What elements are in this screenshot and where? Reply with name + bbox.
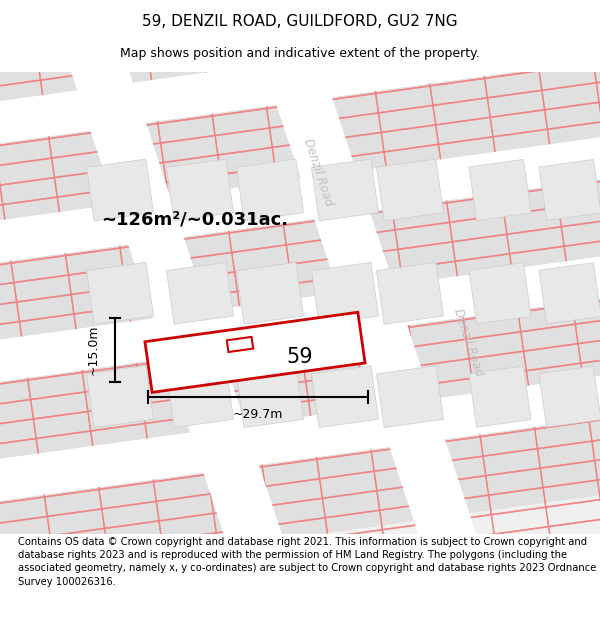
Polygon shape (0, 0, 600, 269)
Polygon shape (182, 0, 517, 625)
Polygon shape (0, 0, 81, 625)
Polygon shape (0, 251, 600, 621)
Polygon shape (0, 99, 600, 429)
Polygon shape (86, 159, 154, 221)
Polygon shape (0, 1, 600, 331)
Polygon shape (0, 216, 600, 546)
Polygon shape (73, 0, 407, 625)
Polygon shape (0, 0, 600, 253)
Polygon shape (166, 366, 233, 428)
Polygon shape (0, 332, 600, 625)
Polygon shape (0, 274, 600, 604)
Polygon shape (0, 235, 600, 565)
Text: ~126m²/~0.031ac.: ~126m²/~0.031ac. (101, 211, 289, 229)
Polygon shape (0, 138, 600, 468)
Polygon shape (0, 0, 585, 625)
Polygon shape (0, 0, 600, 311)
Polygon shape (166, 159, 233, 221)
Polygon shape (539, 159, 600, 221)
Polygon shape (127, 0, 462, 625)
Text: ~15.0m: ~15.0m (86, 324, 100, 375)
Polygon shape (0, 251, 600, 621)
Polygon shape (469, 366, 531, 427)
Polygon shape (0, 177, 600, 506)
Polygon shape (236, 262, 304, 324)
Polygon shape (86, 366, 154, 428)
Polygon shape (0, 17, 600, 387)
Polygon shape (0, 0, 244, 625)
Polygon shape (0, 411, 600, 625)
Polygon shape (0, 0, 600, 229)
Polygon shape (236, 0, 571, 625)
Polygon shape (0, 0, 600, 346)
Polygon shape (0, 313, 600, 625)
Polygon shape (0, 352, 600, 625)
Polygon shape (236, 366, 304, 428)
Polygon shape (145, 312, 365, 392)
Polygon shape (0, 0, 600, 214)
Polygon shape (0, 0, 299, 625)
Polygon shape (236, 159, 304, 221)
Polygon shape (0, 134, 600, 504)
Polygon shape (0, 255, 600, 584)
Polygon shape (0, 196, 600, 526)
Polygon shape (376, 262, 443, 324)
Polygon shape (0, 0, 600, 234)
Polygon shape (469, 262, 531, 324)
Polygon shape (0, 21, 600, 351)
Polygon shape (0, 0, 585, 625)
Polygon shape (0, 118, 600, 448)
Polygon shape (376, 159, 443, 221)
Text: Contains OS data © Crown copyright and database right 2021. This information is : Contains OS data © Crown copyright and d… (18, 537, 596, 587)
Polygon shape (0, 0, 600, 269)
Polygon shape (0, 391, 600, 625)
Polygon shape (0, 17, 600, 387)
Polygon shape (0, 134, 600, 504)
Polygon shape (86, 262, 154, 324)
Polygon shape (311, 262, 379, 324)
Polygon shape (311, 159, 379, 221)
Polygon shape (166, 262, 233, 324)
Polygon shape (227, 337, 253, 352)
Polygon shape (454, 0, 600, 625)
Polygon shape (0, 372, 600, 625)
Polygon shape (0, 0, 190, 625)
Polygon shape (290, 0, 600, 625)
Polygon shape (0, 175, 600, 579)
Polygon shape (19, 0, 353, 625)
Polygon shape (539, 366, 600, 427)
Polygon shape (0, 0, 600, 272)
Polygon shape (0, 0, 600, 194)
Polygon shape (469, 159, 531, 221)
Polygon shape (0, 0, 26, 625)
Polygon shape (0, 0, 135, 625)
Polygon shape (345, 0, 600, 625)
Polygon shape (0, 60, 600, 389)
Polygon shape (539, 262, 600, 324)
Polygon shape (0, 158, 600, 487)
Polygon shape (311, 366, 379, 428)
Polygon shape (0, 79, 600, 409)
Polygon shape (400, 0, 600, 625)
Text: Denzil Road: Denzil Road (301, 137, 335, 208)
Polygon shape (563, 0, 600, 625)
Text: Map shows position and indicative extent of the property.: Map shows position and indicative extent… (120, 48, 480, 61)
Polygon shape (509, 0, 600, 625)
Text: ~29.7m: ~29.7m (233, 408, 283, 421)
Polygon shape (0, 0, 600, 292)
Polygon shape (376, 366, 443, 428)
Text: 59: 59 (287, 348, 313, 368)
Text: 59, DENZIL ROAD, GUILDFORD, GU2 7NG: 59, DENZIL ROAD, GUILDFORD, GU2 7NG (142, 14, 458, 29)
Polygon shape (0, 430, 600, 625)
Polygon shape (0, 292, 600, 625)
Polygon shape (0, 294, 600, 623)
Polygon shape (0, 58, 600, 462)
Polygon shape (0, 41, 600, 370)
Text: Denzil Road: Denzil Road (451, 307, 485, 378)
